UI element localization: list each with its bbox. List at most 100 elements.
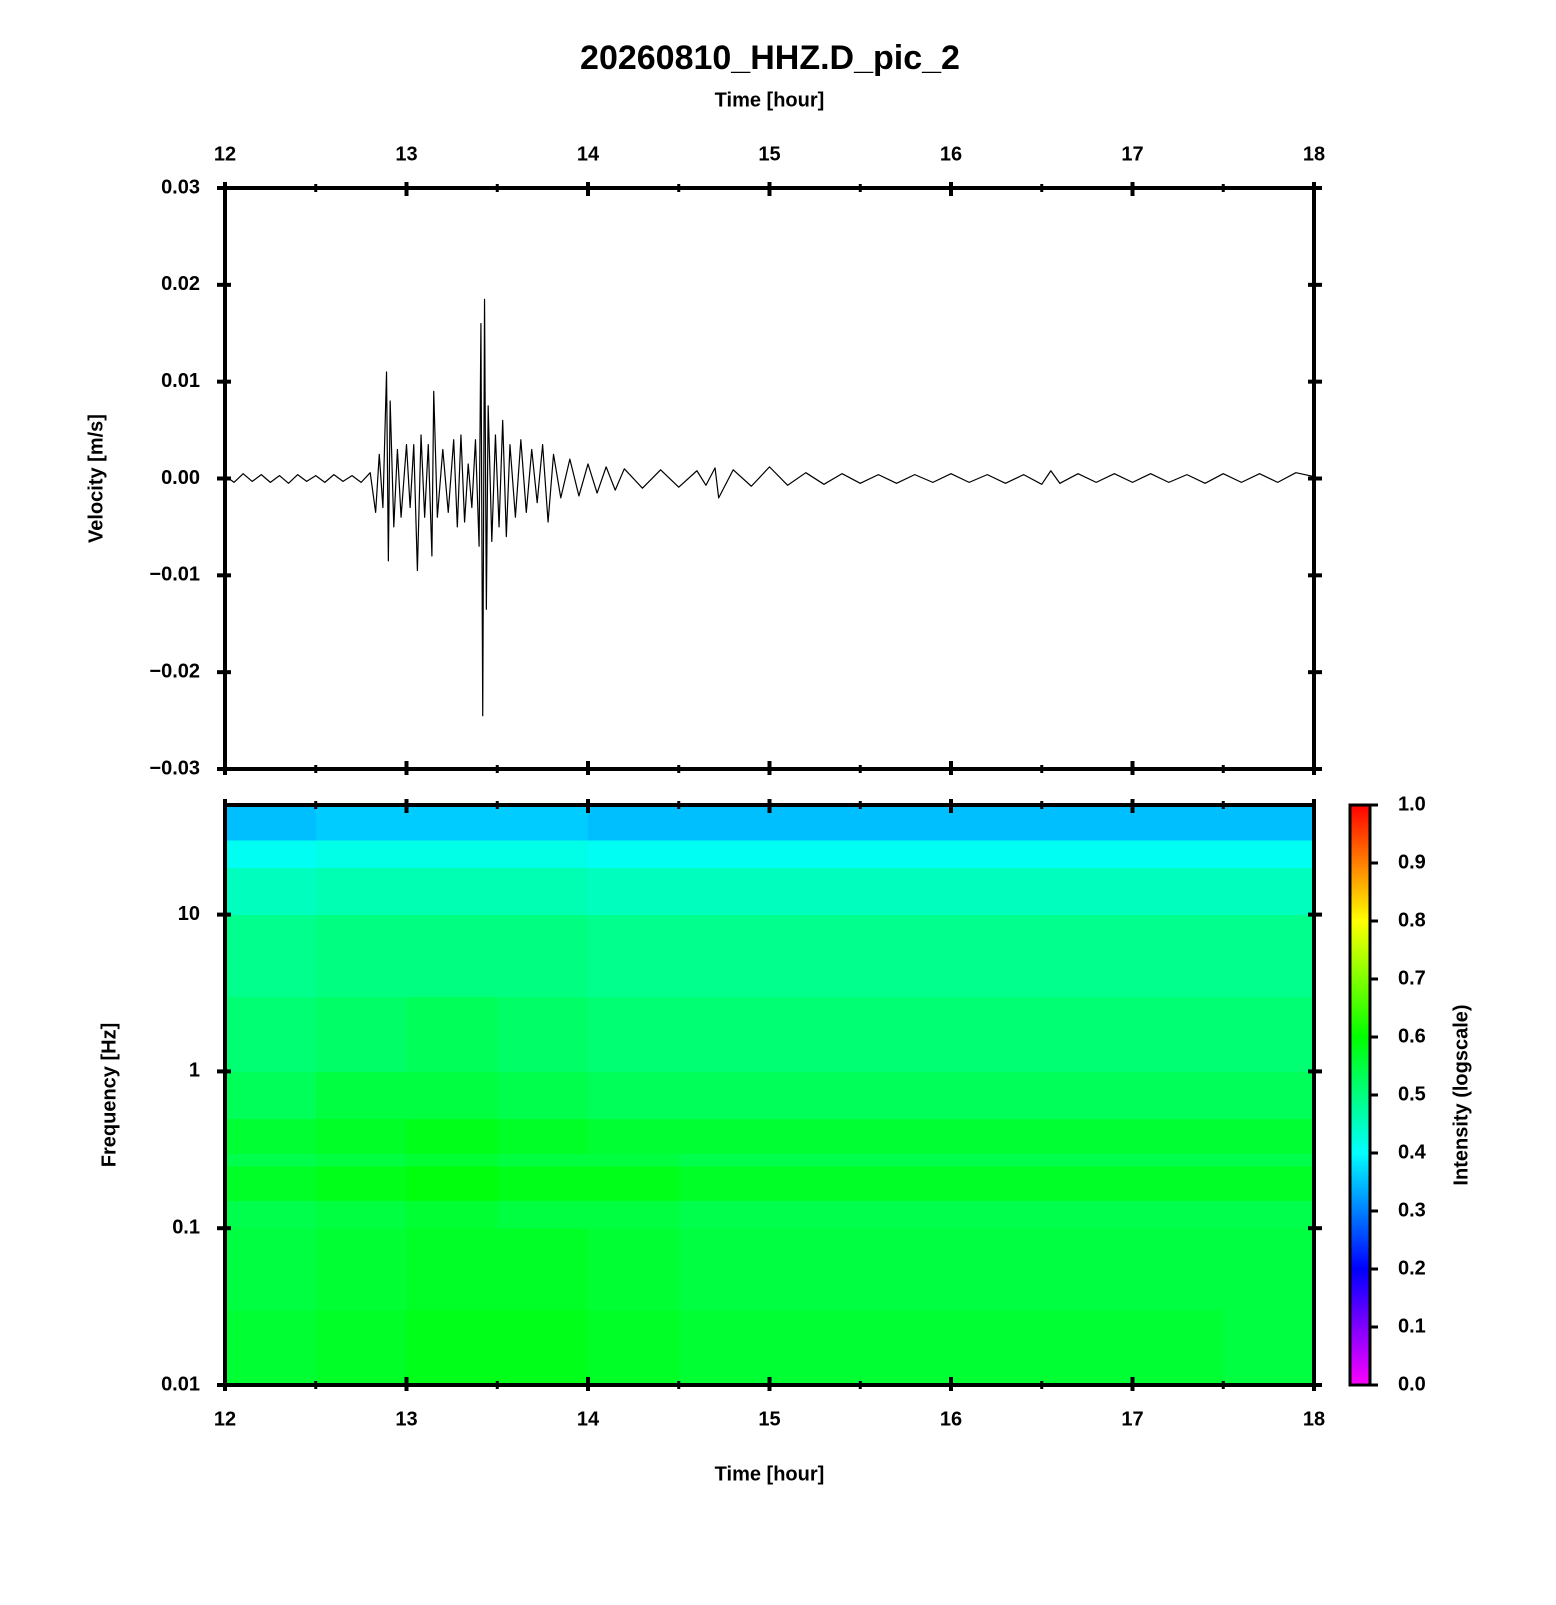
spectrogram-cell bbox=[769, 1118, 861, 1154]
spectrogram-cell bbox=[497, 1310, 589, 1386]
spectrogram-cell bbox=[678, 1118, 770, 1154]
spectrogram-cell bbox=[588, 914, 680, 998]
spectrogram-cell bbox=[225, 839, 317, 868]
spectrogram-cell bbox=[860, 839, 952, 868]
spectrogram-cell bbox=[315, 867, 407, 916]
spectrogram-cell bbox=[860, 1228, 952, 1311]
spectrogram-cell bbox=[951, 1118, 1043, 1154]
x-tick-label: 13 bbox=[395, 143, 417, 165]
spectrogram-cell bbox=[406, 996, 498, 1072]
spectrogram-cell bbox=[588, 1310, 680, 1386]
x-axis-title: Time [hour] bbox=[715, 89, 825, 111]
x-tick-label: 18 bbox=[1303, 1408, 1325, 1430]
spectrogram-cell bbox=[1041, 1071, 1133, 1120]
spectrogram-cell bbox=[588, 839, 680, 868]
y-tick-label: 0.1 bbox=[172, 1216, 200, 1238]
x-tick-label: 15 bbox=[758, 1408, 780, 1430]
spectrogram-cell bbox=[1223, 1228, 1315, 1311]
x-tick-label: 15 bbox=[758, 143, 780, 165]
spectrogram-cell bbox=[225, 867, 317, 916]
spectrogram-cell bbox=[497, 1228, 589, 1311]
spectrogram-cell bbox=[497, 1071, 589, 1120]
spectrogram-cell bbox=[588, 1118, 680, 1154]
spectrogram-cell bbox=[225, 996, 317, 1072]
spectrogram-cell bbox=[225, 1165, 317, 1202]
spectrogram-cell bbox=[315, 1153, 407, 1167]
spectrogram-cell bbox=[769, 996, 861, 1072]
spectrogram-cell bbox=[678, 1165, 770, 1202]
spectrogram-cell bbox=[497, 867, 589, 916]
spectrogram-cell bbox=[588, 1153, 680, 1167]
spectrogram-cells bbox=[225, 805, 1315, 1386]
y-tick-label: −0.03 bbox=[149, 757, 200, 779]
spectrogram-cell bbox=[1041, 996, 1133, 1072]
spectrogram-cell bbox=[951, 839, 1043, 868]
spectrogram-cell bbox=[1223, 914, 1315, 998]
spectrogram-cell bbox=[678, 1200, 770, 1229]
spectrogram-cell bbox=[1132, 1200, 1224, 1229]
spectrogram-cell bbox=[678, 1310, 770, 1386]
spectrogram-cell bbox=[1132, 1228, 1224, 1311]
spectrogram-cell bbox=[497, 839, 589, 868]
spectrogram-cell bbox=[769, 1200, 861, 1229]
spectrogram-cell bbox=[1132, 805, 1224, 841]
x-tick-label: 17 bbox=[1121, 143, 1143, 165]
spectrogram-cell bbox=[497, 914, 589, 998]
spectrogram-cell bbox=[1041, 1228, 1133, 1311]
spectrogram-cell bbox=[406, 839, 498, 868]
spectrogram-cell bbox=[406, 1228, 498, 1311]
spectrogram-cell bbox=[1132, 1071, 1224, 1120]
spectrogram-cell bbox=[678, 839, 770, 868]
spectrogram-cell bbox=[951, 867, 1043, 916]
spectrogram-cell bbox=[225, 1071, 317, 1120]
spectrogram-cell bbox=[769, 805, 861, 841]
waveform-line bbox=[224, 298, 1315, 717]
spectrogram-cell bbox=[497, 1165, 589, 1202]
spectrogram-cell bbox=[406, 1071, 498, 1120]
spectrogram-cell bbox=[315, 914, 407, 998]
spectrogram-cell bbox=[588, 867, 680, 916]
colorbar-tick-label: 0.4 bbox=[1398, 1141, 1427, 1163]
spectrogram-cell bbox=[951, 1153, 1043, 1167]
spectrogram-cell bbox=[769, 914, 861, 998]
spectrogram-cell bbox=[315, 805, 407, 841]
y-tick-label: 0.03 bbox=[161, 176, 200, 198]
spectrogram-cell bbox=[406, 1200, 498, 1229]
spectrogram-cell bbox=[769, 1153, 861, 1167]
spectrogram-cell bbox=[225, 1200, 317, 1229]
spectrogram-cell bbox=[315, 996, 407, 1072]
spectrogram-cell bbox=[860, 1153, 952, 1167]
spectrogram-cell bbox=[406, 1153, 498, 1167]
spectrogram-cell bbox=[1223, 996, 1315, 1072]
spectrogram-cell bbox=[588, 1228, 680, 1311]
spectrogram-cell bbox=[497, 1200, 589, 1229]
spectrogram-cell bbox=[588, 805, 680, 841]
spectrogram-cell bbox=[1041, 1310, 1133, 1386]
spectrogram-cell bbox=[1132, 839, 1224, 868]
spectrogram-cell bbox=[860, 1200, 952, 1229]
spectrogram-cell bbox=[1223, 1118, 1315, 1154]
spectrogram-cell bbox=[860, 1071, 952, 1120]
spectrogram-cell bbox=[678, 867, 770, 916]
colorbar bbox=[1348, 803, 1372, 1387]
colorbar-tick-label: 0.2 bbox=[1398, 1257, 1426, 1279]
spectrogram-cell bbox=[1041, 805, 1133, 841]
spectrogram-cell bbox=[769, 1310, 861, 1386]
spectrogram-cell bbox=[769, 867, 861, 916]
colorbar-tick-label: 0.9 bbox=[1398, 851, 1426, 873]
y-tick-label: −0.02 bbox=[149, 660, 200, 682]
spectrogram-cell bbox=[769, 1228, 861, 1311]
colorbar-tick-label: 0.8 bbox=[1398, 909, 1426, 931]
spectrogram-cell bbox=[406, 805, 498, 841]
spectrogram-cell bbox=[951, 1228, 1043, 1311]
spectrogram-cell bbox=[1132, 1153, 1224, 1167]
spectrogram-cell bbox=[225, 1228, 317, 1311]
y-tick-label: 0.02 bbox=[161, 273, 200, 295]
spectrogram-cell bbox=[860, 867, 952, 916]
colorbar-tick-label: 0.1 bbox=[1398, 1315, 1426, 1337]
spectrogram-cell bbox=[1223, 1310, 1315, 1386]
spectrogram-cell bbox=[951, 805, 1043, 841]
spectrogram-cell bbox=[497, 1118, 589, 1154]
spectrogram-cell bbox=[406, 914, 498, 998]
spectrogram-cell bbox=[315, 1071, 407, 1120]
